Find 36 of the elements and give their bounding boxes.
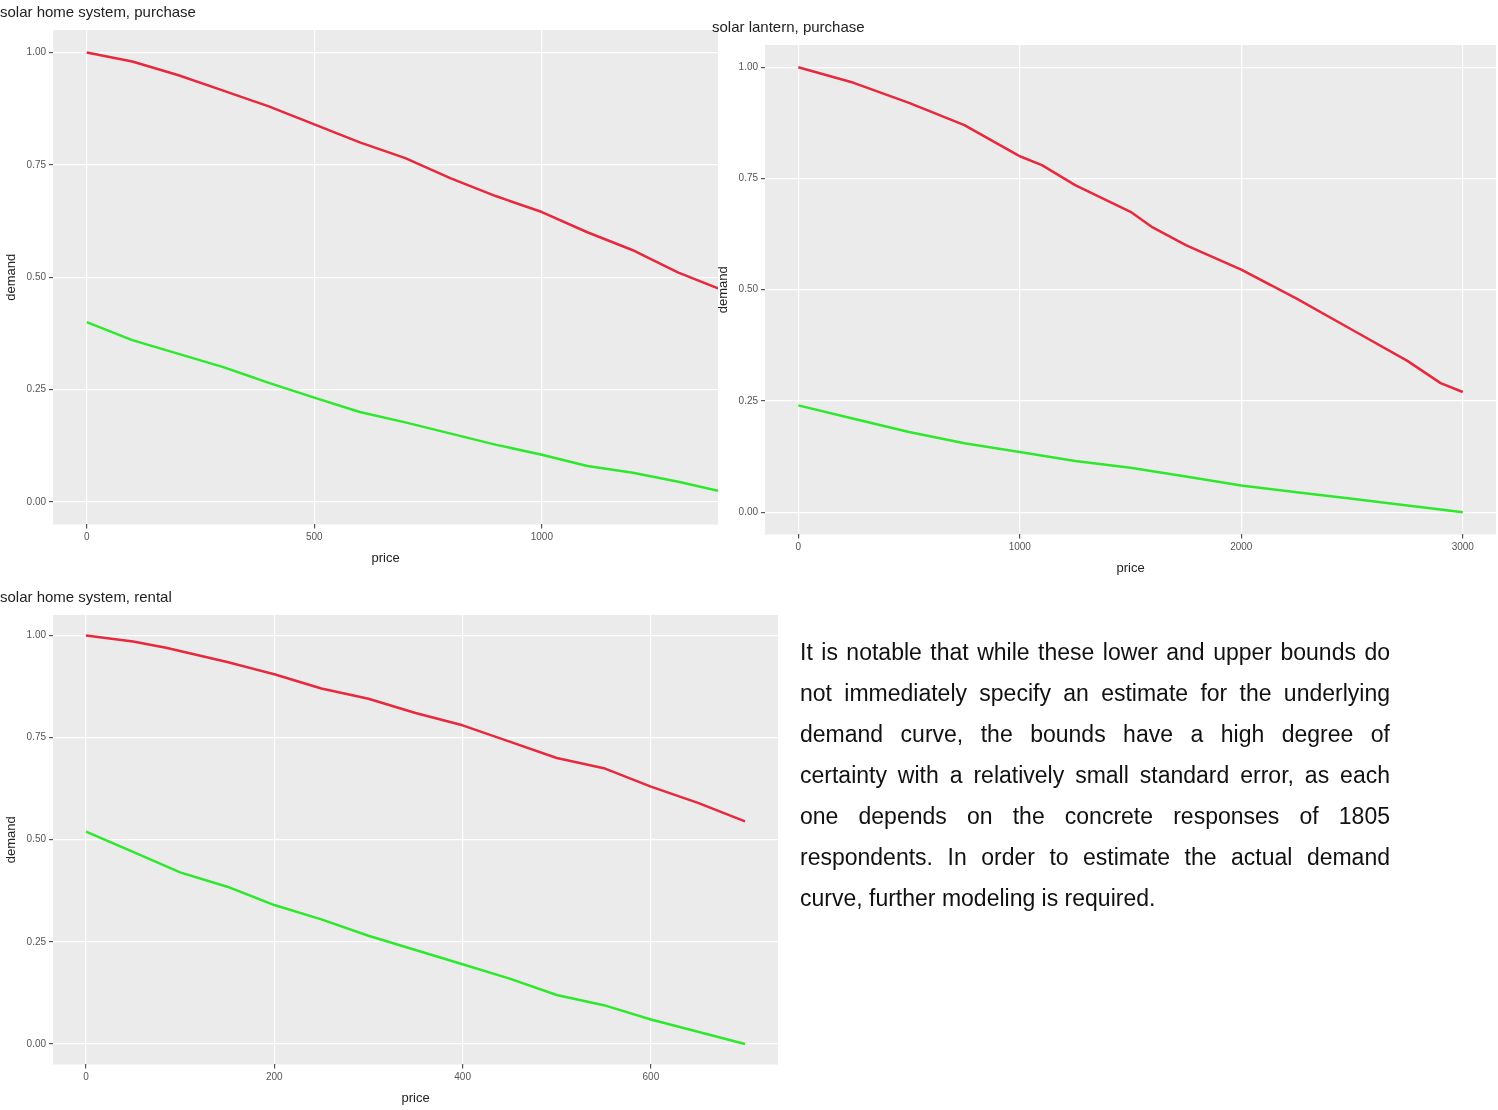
y-tick-label: 1.00 <box>26 629 47 641</box>
y-axis-title: demand <box>3 816 19 864</box>
x-tick-label: 0 <box>795 541 802 553</box>
chart-title: solar home system, purchase <box>0 3 196 21</box>
chart-title: solar home system, rental <box>0 588 172 606</box>
x-tick-label: 0 <box>83 531 90 543</box>
x-tick-label: 2000 <box>1230 541 1253 553</box>
y-tick-label: 0.00 <box>26 1037 47 1049</box>
x-tick-label: 0 <box>83 1071 90 1083</box>
y-tick-label: 0.25 <box>26 935 47 947</box>
y-tick-label: 0.50 <box>738 283 759 295</box>
y-axis-title: demand <box>3 253 19 301</box>
y-tick-label: 0.25 <box>26 383 47 395</box>
text: It is notable that while these lower and upper bounds do not immediately specify an estimate for the underlying demand curve, the bounds have a high degree of certainty with a relatively small standard error, as each one depends on the concrete responses of 1805 respondents. In order to estimate the actual demand curve, further modeling is required. <box>800 638 1390 913</box>
x-axis-title: price <box>401 1089 430 1105</box>
x-tick-label: 200 <box>265 1071 284 1083</box>
y-tick-label: 0.00 <box>26 495 47 507</box>
x-tick-label: 1000 <box>1008 541 1032 553</box>
x-tick-label: 500 <box>305 531 324 543</box>
x-tick-label: 3000 <box>1451 541 1475 553</box>
x-tick-label: 400 <box>454 1071 472 1083</box>
y-tick-label: 0.50 <box>26 270 47 282</box>
x-axis-title: price <box>1116 559 1145 575</box>
y-tick-label: 0.50 <box>26 833 47 845</box>
x-tick-label: 600 <box>642 1071 660 1083</box>
y-axis-title: demand <box>715 266 731 314</box>
x-axis-title: price <box>371 549 400 565</box>
chart-title: solar lantern, purchase <box>712 18 865 36</box>
x-tick-label: 1000 <box>530 531 554 543</box>
y-tick-label: 1.00 <box>26 46 47 58</box>
y-tick-label: 1.00 <box>738 61 759 72</box>
y-tick-label: 0.00 <box>738 505 759 517</box>
y-tick-label: 0.75 <box>738 172 759 184</box>
y-tick-label: 0.25 <box>738 394 759 406</box>
y-tick-label: 0.75 <box>26 158 47 170</box>
y-tick-label: 0.75 <box>26 731 47 743</box>
